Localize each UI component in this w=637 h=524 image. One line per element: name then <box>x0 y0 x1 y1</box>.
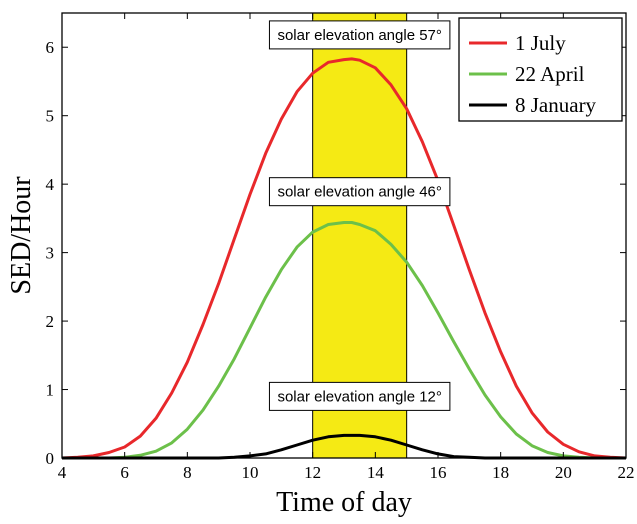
y-tick-label-5: 5 <box>46 107 55 126</box>
y-tick-label-3: 3 <box>46 244 55 263</box>
x-tick-label-1: 6 <box>120 463 129 482</box>
annotation-1: solar elevation angle 46° <box>268 177 451 207</box>
y-tick-label-2: 2 <box>46 312 55 331</box>
x-tick-label-5: 14 <box>367 463 385 482</box>
x-axis-title: Time of day <box>276 487 412 518</box>
plot-frame <box>61 12 627 459</box>
y-tick-label-6: 6 <box>46 38 55 57</box>
x-tick-label-2: 8 <box>183 463 192 482</box>
annotation-0: solar elevation angle 57° <box>268 20 451 50</box>
x-tick-label-8: 20 <box>555 463 572 482</box>
y-tick-label-1: 1 <box>46 381 55 400</box>
x-tick-label-7: 18 <box>492 463 509 482</box>
annotations-group: solar elevation angle 57° solar elevation… <box>268 20 451 411</box>
annotation-label-2: solar elevation angle 12° <box>277 388 441 405</box>
series-line-2 <box>62 433 626 460</box>
annotation-2: solar elevation angle 12° <box>268 381 451 411</box>
y-axis-title: SED/Hour <box>6 176 37 295</box>
x-tick-label-6: 16 <box>430 463 447 482</box>
x-tick-label-4: 12 <box>304 463 321 482</box>
x-tick-label-3: 10 <box>242 463 259 482</box>
legend-label-1: 22 April <box>515 62 585 86</box>
annotation-box-0 <box>268 20 451 50</box>
series-line-1 <box>108 221 595 460</box>
legend-label-0: 1 July <box>515 31 566 55</box>
annotation-box-2 <box>268 381 451 411</box>
annotation-label-0: solar elevation angle 57° <box>277 27 441 44</box>
y-tick-label-0: 0 <box>46 449 55 468</box>
y-tick-label-4: 4 <box>46 175 55 194</box>
legend-group: 1 July 22 April 8 January <box>458 17 623 122</box>
annotation-box-1 <box>268 177 451 207</box>
series-line-0 <box>61 57 627 460</box>
legend-label-2: 8 January <box>515 93 597 117</box>
series-group <box>61 57 627 460</box>
annotation-label-1: solar elevation angle 46° <box>277 184 441 201</box>
x-tick-label-9: 22 <box>618 463 635 482</box>
x-tick-label-0: 4 <box>58 463 67 482</box>
